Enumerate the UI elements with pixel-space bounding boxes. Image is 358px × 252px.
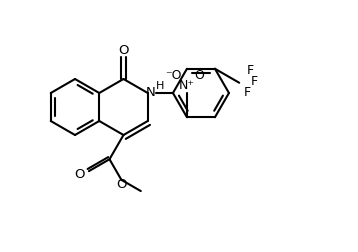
Text: F: F xyxy=(251,75,258,88)
Text: N: N xyxy=(146,86,156,100)
Text: ⁻O: ⁻O xyxy=(165,69,181,82)
Text: O: O xyxy=(116,178,127,191)
Text: O: O xyxy=(194,69,204,82)
Text: N⁺: N⁺ xyxy=(179,79,195,92)
Text: O: O xyxy=(118,44,129,56)
Text: F: F xyxy=(247,64,254,77)
Text: F: F xyxy=(244,86,251,99)
Text: O: O xyxy=(74,168,85,181)
Text: H: H xyxy=(156,81,165,91)
